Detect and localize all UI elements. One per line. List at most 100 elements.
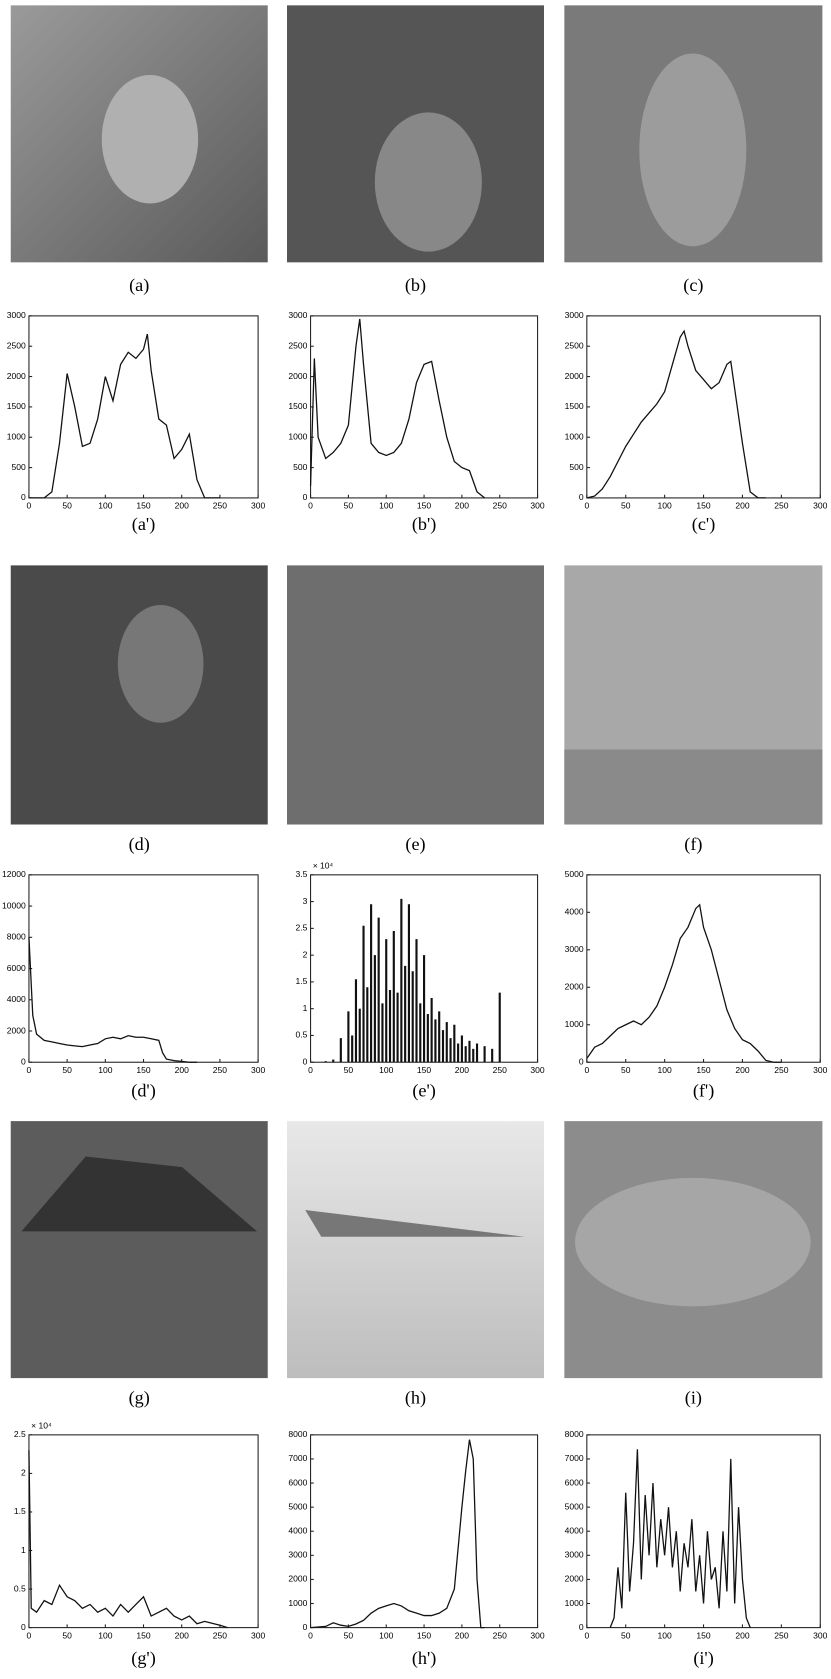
x-tick-label: 50: [62, 1630, 72, 1640]
x-tick-label: 250: [774, 501, 789, 511]
x-tick-label: 0: [27, 1630, 32, 1640]
plot-frame: [311, 316, 538, 498]
y-tick-label: 4000: [565, 1525, 584, 1535]
y-tick-label: 0: [579, 492, 584, 502]
y-tick-label: 0: [21, 492, 26, 502]
x-tick-label: 200: [455, 501, 470, 511]
plot-frame: [587, 316, 820, 498]
y-tick-label: 1000: [565, 432, 584, 442]
y-tick-label: 0.5: [14, 1583, 26, 1593]
chart-caption: (c'): [692, 514, 715, 535]
photo-caption: (i): [685, 1388, 702, 1409]
y-tick-label: 2500: [7, 340, 26, 350]
y-tick-label: 1: [21, 1545, 26, 1555]
x-tick-label: 300: [530, 1065, 545, 1075]
x-tick-label: 200: [175, 1630, 190, 1640]
y-tick-label: 1: [303, 1003, 308, 1013]
photo-caption: (h): [405, 1388, 426, 1409]
x-tick-label: 200: [455, 1065, 470, 1075]
y-tick-label: 0: [303, 1622, 308, 1632]
histogram: 0501001502002503000500100015002000250030…: [288, 310, 545, 535]
y-tick-label: 2500: [288, 340, 307, 350]
photo-caption: (a): [129, 275, 149, 296]
photo-caption: (f): [684, 834, 702, 855]
y-tick-label: 1500: [7, 401, 26, 411]
x-tick-label: 100: [98, 501, 113, 511]
x-tick-label: 150: [696, 501, 711, 511]
x-tick-label: 200: [735, 1630, 750, 1640]
x-tick-label: 200: [175, 501, 190, 511]
y-tick-label: 0: [579, 1622, 584, 1632]
y-tick-label: 6000: [7, 963, 26, 973]
x-tick-label: 50: [62, 501, 72, 511]
y-tick-label: 500: [569, 462, 584, 472]
x-tick-label: 0: [584, 501, 589, 511]
y-tick-label: 2000: [565, 371, 584, 381]
histogram-line: [610, 1449, 750, 1627]
y-tick-label: 7000: [288, 1453, 307, 1463]
y-tick-label: 1000: [565, 1598, 584, 1608]
y-tick-label: 1000: [288, 432, 307, 442]
x-tick-label: 0: [308, 1630, 313, 1640]
x-tick-label: 100: [658, 501, 673, 511]
y-tick-label: 6000: [288, 1477, 307, 1487]
x-tick-label: 100: [379, 1630, 394, 1640]
x-tick-label: 100: [98, 1630, 113, 1640]
histogram-line: [587, 905, 782, 1062]
x-tick-label: 250: [493, 1065, 508, 1075]
photos: [11, 5, 823, 1378]
y-tick-label: 500: [293, 462, 308, 472]
y-tick-label: 3000: [7, 310, 26, 320]
y-tick-label: 1500: [288, 401, 307, 411]
chart-caption: (i'): [693, 1648, 713, 1669]
y-tick-label: 4000: [288, 1525, 307, 1535]
x-tick-label: 50: [621, 1630, 631, 1640]
x-tick-label: 250: [493, 501, 508, 511]
y-tick-label: 1000: [7, 432, 26, 442]
plot-frame: [29, 875, 258, 1062]
x-tick-label: 0: [27, 1065, 32, 1075]
x-tick-label: 250: [213, 1630, 228, 1640]
photo-caption: (e): [405, 834, 425, 855]
x-tick-label: 300: [813, 501, 828, 511]
y-tick-label: 2000: [7, 371, 26, 381]
y-tick-label: 0: [303, 492, 308, 502]
chart-caption: (a'): [132, 514, 155, 535]
x-tick-label: 200: [455, 1630, 470, 1640]
y-tick-label: 5000: [288, 1501, 307, 1511]
y-tick-label: 7000: [565, 1453, 584, 1463]
y-tick-label: 3000: [288, 1550, 307, 1560]
x-tick-label: 150: [136, 501, 151, 511]
y-tick-label: 3000: [565, 944, 584, 954]
photo-caption: (c): [683, 275, 703, 296]
y-tick-label: 2.5: [14, 1429, 26, 1439]
y-tick-label: 5000: [565, 1501, 584, 1511]
chart-caption: (f'): [693, 1080, 714, 1101]
x-tick-label: 0: [584, 1065, 589, 1075]
y-tick-label: 8000: [7, 932, 26, 942]
chart-caption: (b'): [412, 514, 436, 535]
x-tick-label: 150: [136, 1065, 151, 1075]
y-tick-label: 1000: [288, 1598, 307, 1608]
y-tick-label: 2500: [565, 340, 584, 350]
photo: [287, 1121, 544, 1378]
plot-frame: [29, 1435, 258, 1628]
x-tick-label: 50: [344, 1065, 354, 1075]
x-tick-label: 0: [27, 501, 32, 511]
x-tick-label: 0: [308, 501, 313, 511]
y-tick-label: 0: [303, 1056, 308, 1066]
x-tick-label: 0: [584, 1630, 589, 1640]
x-tick-label: 300: [530, 1630, 545, 1640]
y-tick-label: 2: [303, 949, 308, 959]
x-tick-label: 100: [98, 1065, 113, 1075]
x-tick-label: 150: [417, 501, 432, 511]
x-tick-label: 150: [417, 1065, 432, 1075]
x-tick-label: 300: [813, 1065, 828, 1075]
y-multiplier: × 10⁴: [31, 1421, 52, 1431]
x-tick-label: 50: [344, 1630, 354, 1640]
chart-caption: (g'): [131, 1648, 155, 1669]
